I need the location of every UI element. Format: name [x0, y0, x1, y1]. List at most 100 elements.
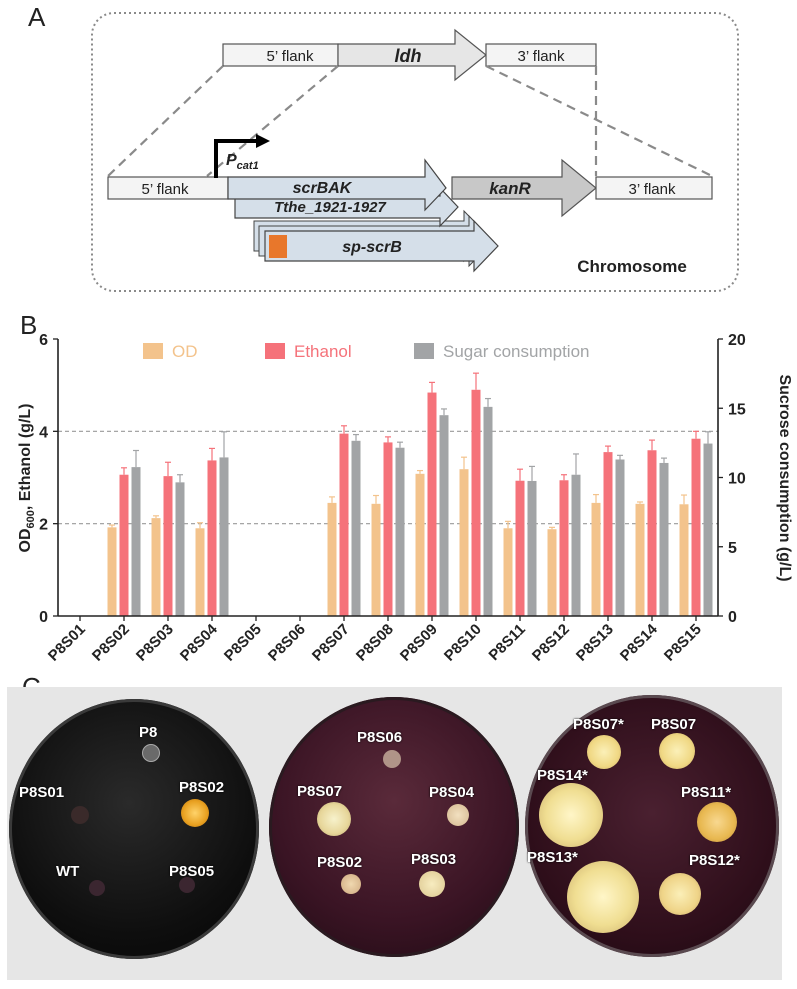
right-tick-label-5: 5: [728, 540, 737, 557]
bar-ethanol-p8s12: [559, 480, 569, 616]
right-axis-label: Sucrose consumption (g/L): [776, 374, 793, 581]
label-p8s02: P8S02: [179, 779, 225, 796]
bar-ethanol-p8s14: [647, 450, 657, 616]
bar-ethanol-p8s04: [207, 460, 217, 616]
homology-line-right-outer: [485, 65, 713, 177]
left-axis-label: OD600, Ethanol (g/L): [17, 403, 37, 552]
homology-line-left-outer: [107, 65, 224, 177]
x-tick-label-p8s02: P8S02: [89, 621, 133, 665]
bar-sugar-consumption-p8s04: [219, 457, 229, 616]
x-tick-label-p8s10: P8S10: [441, 621, 485, 665]
colony-p8s13-star: [567, 861, 639, 933]
bar-ethanol-p8s07: [339, 433, 349, 616]
label-p8s14-star: P8S14*: [537, 767, 588, 784]
bar-sugar-consumption-p8s15: [703, 443, 713, 616]
bar-sugar-consumption-p8s12: [571, 474, 581, 616]
x-tick-label-p8s13: P8S13: [573, 621, 617, 665]
legend-label-od: OD: [172, 342, 198, 361]
legend-swatch-od: [143, 343, 163, 359]
signal-peptide-box: [269, 235, 287, 258]
bar-od-p8s02: [107, 527, 117, 616]
label-p8s03: P8S03: [411, 851, 457, 868]
colony-p8s12-star: [659, 873, 701, 915]
bar-sugar-consumption-p8s08: [395, 447, 405, 616]
label-p8s11-star: P8S11*: [681, 784, 732, 801]
x-tick-label-p8s11: P8S11: [486, 621, 529, 664]
plate-2: P8S06 P8S07 P8S04 P8S02 P8S03: [269, 697, 519, 957]
colony-p8s11-star: [697, 802, 737, 842]
bar-od-p8s09: [415, 473, 425, 616]
label-p8s04: P8S04: [429, 784, 475, 801]
x-tick-label-p8s06: P8S06: [265, 621, 309, 665]
bar-ethanol-p8s13: [603, 452, 613, 616]
x-tick-label-p8s08: P8S08: [353, 621, 397, 665]
bar-od-p8s07: [327, 502, 337, 616]
bar-od-p8s11: [503, 528, 513, 616]
scrBAK-label: scrBAK: [293, 180, 353, 197]
colony-p8s04: [447, 804, 469, 826]
bar-ethanol-p8s02: [119, 474, 129, 616]
colony-p8s07-star: [587, 735, 621, 769]
left-tick-label-6: 6: [39, 332, 48, 349]
right-tick-label-0: 0: [728, 609, 737, 626]
x-tick-label-p8s15: P8S15: [661, 621, 705, 665]
promoter-label: Pcat1: [226, 152, 259, 172]
bar-ethanol-p8s09: [427, 392, 437, 616]
kanR-label: kanR: [489, 179, 531, 198]
label-p8: P8: [139, 724, 158, 741]
right-tick-label-20: 20: [728, 332, 746, 349]
panel-b-letter: B: [20, 310, 38, 340]
colony-p8s14-star: [539, 783, 603, 847]
ldh-gene-arrow: [337, 28, 487, 82]
colony-p8s01: [71, 806, 89, 824]
tthe-label: Tthe_1921-1927: [274, 199, 386, 216]
x-tick-label-p8s12: P8S12: [529, 621, 573, 665]
kanR-arrow: [451, 158, 597, 218]
bottom-3-flank-label: 3’ flank: [629, 181, 676, 198]
bar-ethanol-p8s08: [383, 442, 393, 616]
gene-construct-diagram: 5’ flank ldh 3’ flank 5’ flank Pcat1 sp-…: [91, 12, 739, 292]
bar-sugar-consumption-p8s03: [175, 482, 185, 616]
panel-a-letter: A: [28, 2, 46, 32]
bar-sugar-consumption-p8s02: [131, 467, 141, 616]
chromosome-label: Chromosome: [577, 257, 687, 276]
bar-od-p8s14: [635, 503, 645, 616]
colony-p8s06: [383, 750, 401, 768]
colony-p8s05: [179, 877, 195, 893]
label-wt: WT: [56, 863, 80, 880]
label-p8s02-b: P8S02: [317, 854, 363, 871]
colony-p8: [142, 744, 160, 762]
label-p8s07-c: P8S07: [651, 716, 697, 733]
top-3-flank-label: 3’ flank: [518, 48, 565, 65]
bar-od-p8s10: [459, 469, 469, 616]
homology-line-left-inner: [206, 65, 339, 177]
scrBAK-arrow: [227, 158, 447, 212]
promoter-arrow: [214, 139, 258, 178]
bar-ethanol-p8s15: [691, 438, 701, 616]
label-p8s07: P8S07: [297, 783, 343, 800]
colony-p8s02: [181, 799, 209, 827]
label-p8s12-star: P8S12*: [689, 852, 740, 869]
bar-sugar-consumption-p8s11: [527, 480, 537, 616]
bar-ethanol-p8s03: [163, 476, 173, 616]
x-tick-label-p8s07: P8S07: [309, 621, 353, 665]
bottom-3-flank-box: [595, 176, 713, 200]
left-tick-label-0: 0: [39, 609, 48, 626]
legend-swatch-sugar-consumption: [414, 343, 434, 359]
bar-sugar-consumption-p8s10: [483, 406, 493, 616]
x-tick-label-p8s05: P8S05: [221, 621, 265, 665]
bar-sugar-consumption-p8s09: [439, 415, 449, 616]
colony-p8s03: [419, 871, 445, 897]
bar-chart: P8S01 P8S02 P8S03 P8S04 P8S05 P8S06 P8S07 P8S08…: [17, 332, 793, 665]
chromosome-frame: [91, 12, 739, 292]
x-tick-label-p8s09: P8S09: [397, 621, 441, 665]
x-tick-label-p8s04: P8S04: [177, 620, 221, 664]
label-p8s01: P8S01: [19, 784, 65, 801]
bar-ethanol-p8s11: [515, 480, 525, 616]
bar-sugar-consumption-p8s07: [351, 440, 361, 616]
bar-od-p8s04: [195, 528, 205, 616]
sp-scrB-arrow: [264, 219, 499, 273]
bar-ethanol-p8s10: [471, 389, 481, 616]
label-p8s13-star: P8S13*: [527, 849, 578, 866]
legend-swatch-ethanol: [265, 343, 285, 359]
